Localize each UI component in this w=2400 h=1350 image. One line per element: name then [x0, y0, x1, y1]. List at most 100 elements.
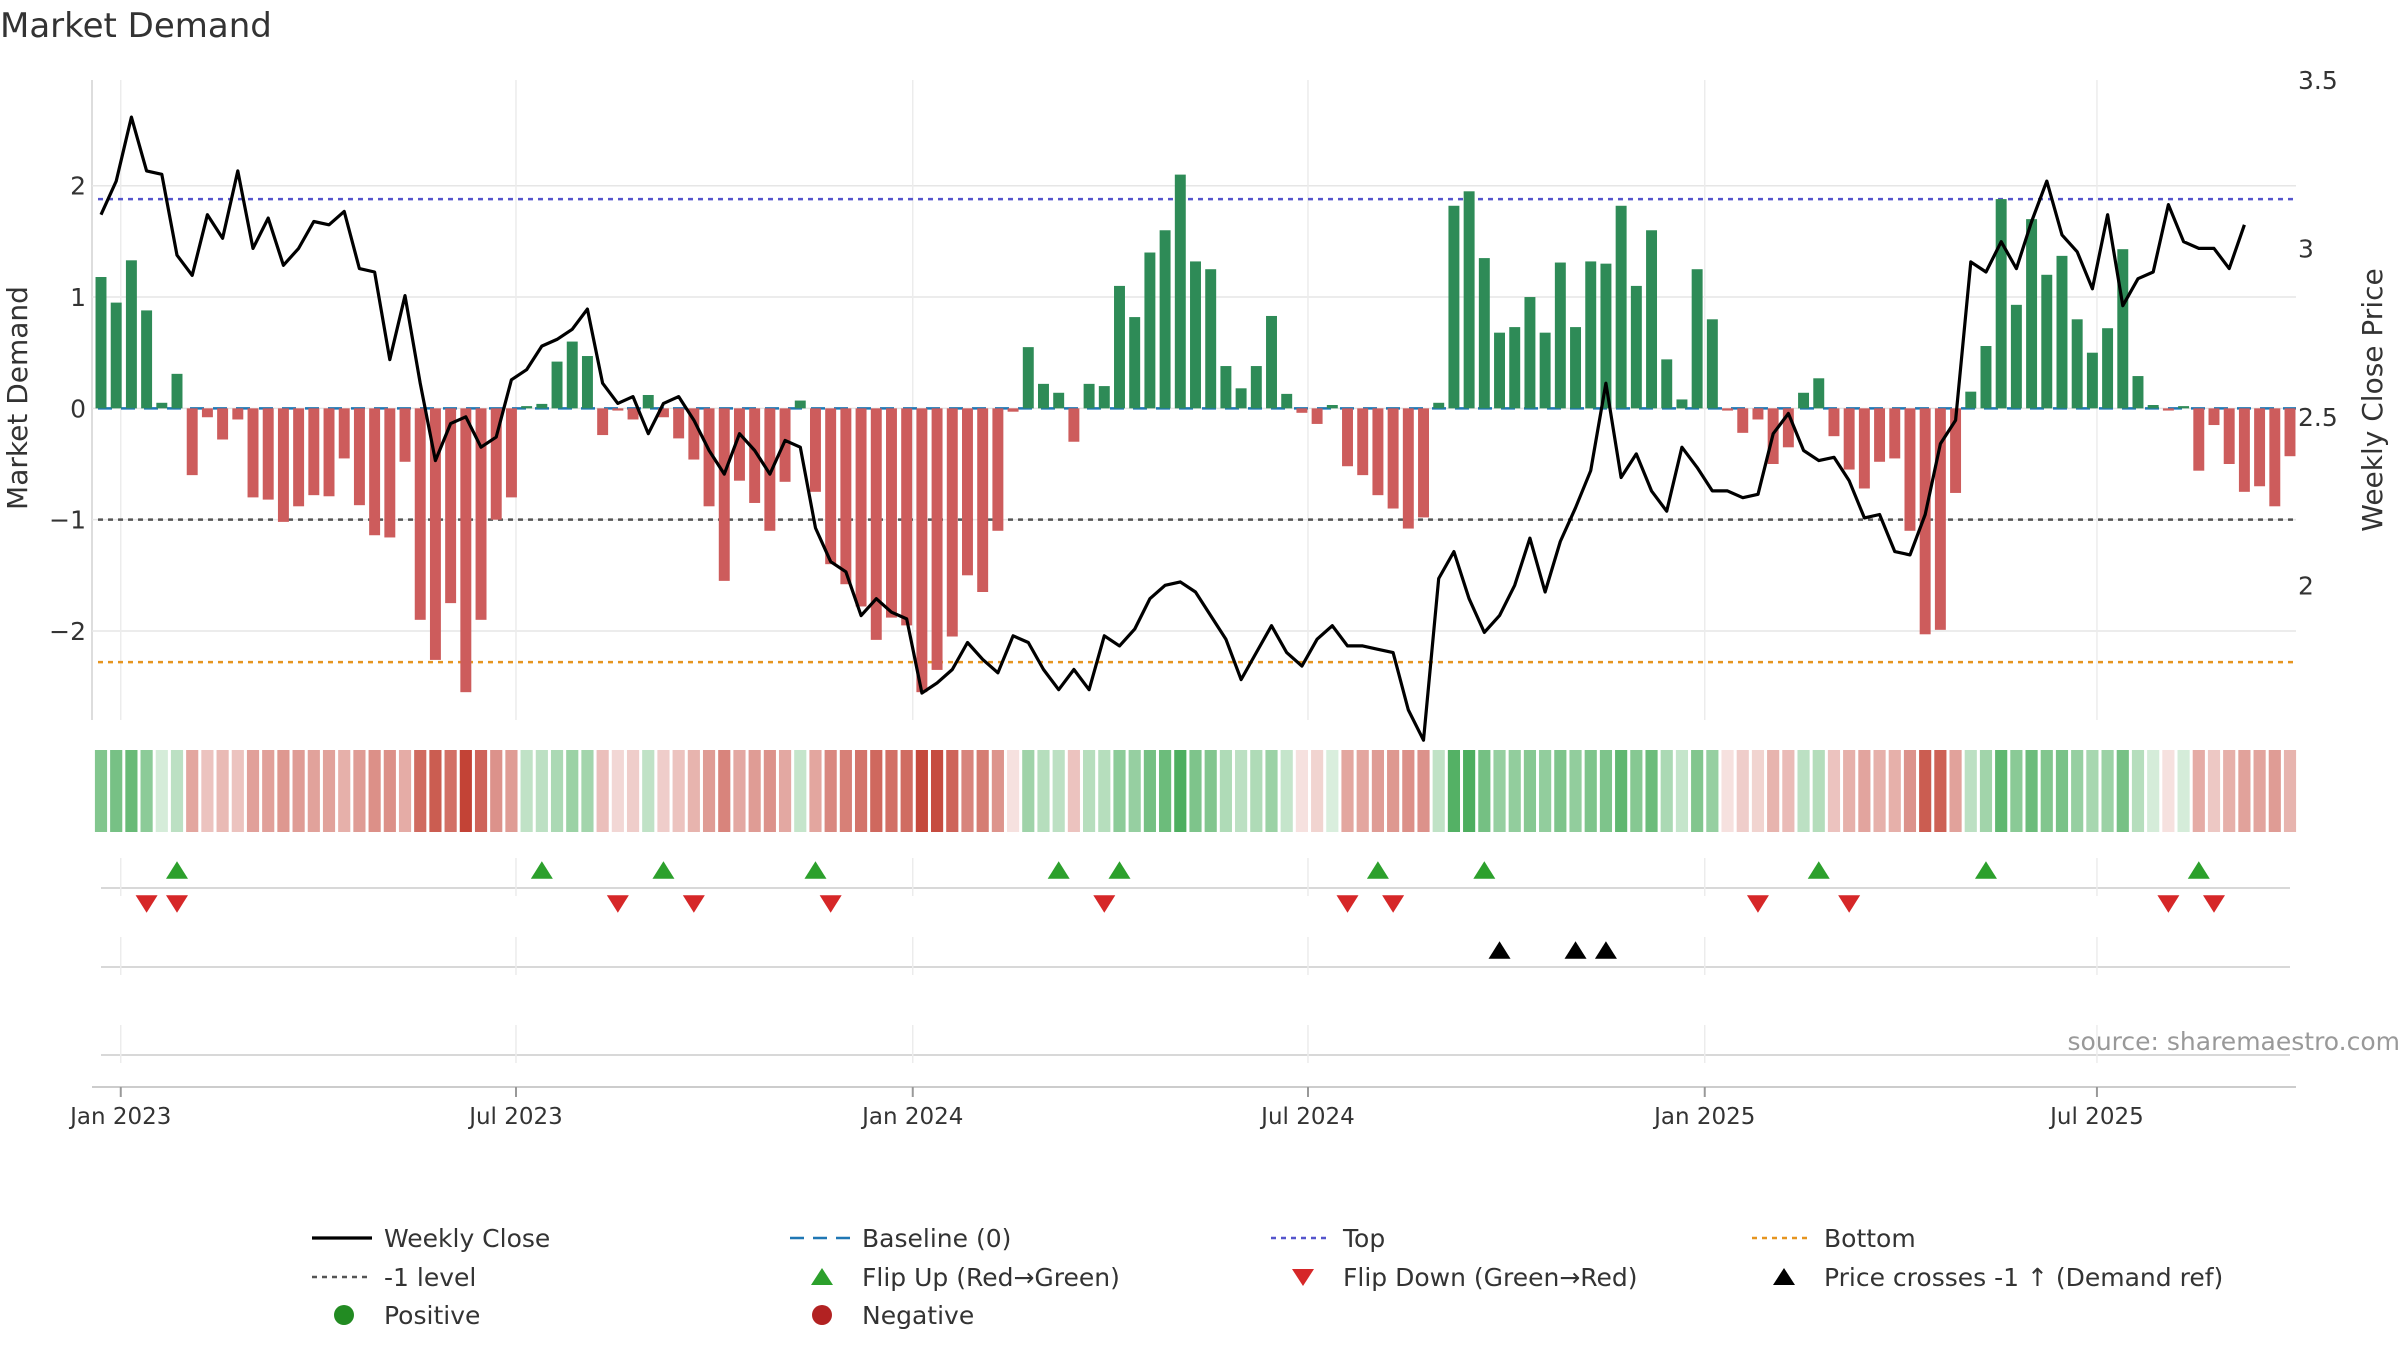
demand-bar	[308, 408, 320, 496]
demand-bar	[95, 277, 107, 409]
heat-cell	[900, 750, 913, 832]
heat-cell	[277, 750, 290, 832]
legend-entry: Baseline (0)	[790, 1224, 1011, 1253]
heat-cell	[1751, 750, 1765, 832]
heat-cell	[687, 750, 700, 832]
heat-cell	[1463, 750, 1476, 832]
heat-cell	[1949, 750, 1962, 832]
heat-cell	[1204, 750, 1217, 832]
demand-bar	[2041, 274, 2053, 409]
heat-cell	[1843, 750, 1856, 832]
demand-bar	[1615, 205, 1627, 409]
heat-cell	[778, 750, 792, 832]
demand-bar	[1038, 383, 1049, 409]
heat-cell	[2253, 750, 2266, 832]
demand-bar	[156, 402, 168, 409]
heat-cell	[353, 750, 366, 832]
heat-cell	[2162, 750, 2175, 832]
demand-heat-strip	[94, 750, 2297, 832]
heat-cell	[1523, 750, 1537, 832]
demand-bar	[399, 408, 411, 462]
demand-bar	[1372, 408, 1384, 496]
demand-bar	[1919, 408, 1931, 635]
demand-bar	[855, 408, 867, 607]
demand-bar	[1159, 230, 1171, 409]
legend-entry: Positive	[334, 1301, 480, 1330]
heat-cell	[733, 750, 746, 832]
demand-bar	[657, 408, 669, 418]
heat-cell	[1341, 750, 1354, 832]
demand-bar	[1524, 297, 1536, 409]
legend-label: -1 level	[384, 1263, 476, 1292]
y-tick-label: 1	[70, 283, 86, 312]
flip-down-marker	[682, 895, 705, 913]
demand-bar	[718, 408, 730, 581]
flip-up-marker	[804, 861, 827, 879]
heat-cell	[1797, 750, 1810, 832]
heat-cell	[429, 750, 442, 832]
heat-cell	[414, 750, 427, 832]
demand-bar	[1326, 405, 1338, 409]
demand-bar	[992, 408, 1004, 531]
demand-bar	[703, 408, 715, 507]
demand-bar	[1433, 402, 1445, 409]
demand-bar	[916, 408, 928, 693]
demand-bar	[1129, 317, 1141, 409]
flip-up-marker	[1974, 861, 1997, 879]
demand-bar	[688, 408, 700, 460]
demand-bar	[2132, 376, 2144, 409]
heat-cell	[2147, 750, 2160, 832]
demand-bar	[1022, 347, 1034, 409]
flip-down-marker	[2157, 895, 2180, 913]
heat-cell	[1067, 750, 1080, 832]
demand-bar	[490, 408, 502, 520]
demand-bar	[338, 408, 350, 459]
legend-entry: Bottom	[1752, 1224, 1916, 1253]
heat-cell	[1387, 750, 1400, 832]
heat-cell	[1736, 750, 1749, 832]
demand-bar	[2086, 352, 2098, 409]
demand-bar	[293, 408, 305, 507]
flip-up-marker	[1807, 861, 1830, 879]
flip-down-marker	[166, 895, 189, 913]
demand-bar	[612, 408, 624, 411]
demand-bar	[414, 408, 426, 620]
x-tick-label: Jul 2023	[467, 1104, 563, 1130]
heat-cell	[1888, 750, 1901, 832]
heat-cell	[1113, 750, 1126, 832]
heat-cell	[1295, 750, 1308, 832]
heat-cell	[2192, 750, 2205, 832]
heat-cell	[991, 750, 1004, 832]
demand-bar	[262, 408, 274, 500]
demand-bar	[1296, 408, 1308, 413]
demand-bar	[885, 408, 897, 618]
heat-cell	[1615, 750, 1628, 832]
heat-cell	[2238, 750, 2251, 832]
heat-cell	[550, 750, 564, 832]
heat-cell	[1599, 750, 1613, 832]
heat-cell	[1660, 750, 1673, 832]
heat-cell	[322, 750, 336, 832]
demand-bar	[1570, 327, 1582, 409]
heat-cell	[2131, 750, 2145, 832]
heat-cell	[2207, 750, 2221, 832]
heat-cell	[1250, 750, 1263, 832]
heat-cell	[110, 750, 123, 832]
heat-cell	[474, 750, 488, 832]
flip-down-marker	[135, 895, 158, 913]
demand-bar	[1813, 378, 1825, 409]
heat-cell	[2010, 750, 2023, 832]
legend-label: Price crosses -1 ↑ (Demand ref)	[1824, 1263, 2223, 1292]
demand-bar	[1357, 408, 1369, 476]
flip-up-marker	[530, 861, 553, 879]
demand-bar	[1311, 408, 1323, 424]
y2-tick-label: 2	[2298, 571, 2314, 600]
heat-cell	[1858, 750, 1871, 832]
x-ticks: Jan 2023 Jul 2023 Jan 2024 Jul 2024 Jan 2025…	[68, 1086, 2296, 1130]
chart-title: Market Demand	[0, 6, 272, 46]
demand-bar	[2178, 406, 2190, 409]
demand-bar	[2254, 408, 2266, 487]
legend-label: Weekly Close	[384, 1224, 550, 1253]
demand-bar	[581, 356, 593, 409]
